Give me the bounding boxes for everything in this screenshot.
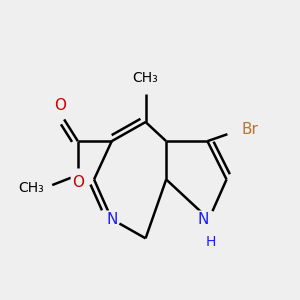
Text: O: O: [54, 98, 66, 113]
Text: CH₃: CH₃: [18, 181, 44, 195]
Text: O: O: [72, 175, 84, 190]
Text: N: N: [106, 212, 117, 227]
Text: N: N: [197, 212, 209, 227]
Text: H: H: [205, 236, 215, 249]
Text: CH₃: CH₃: [133, 71, 158, 85]
Text: Br: Br: [241, 122, 258, 137]
